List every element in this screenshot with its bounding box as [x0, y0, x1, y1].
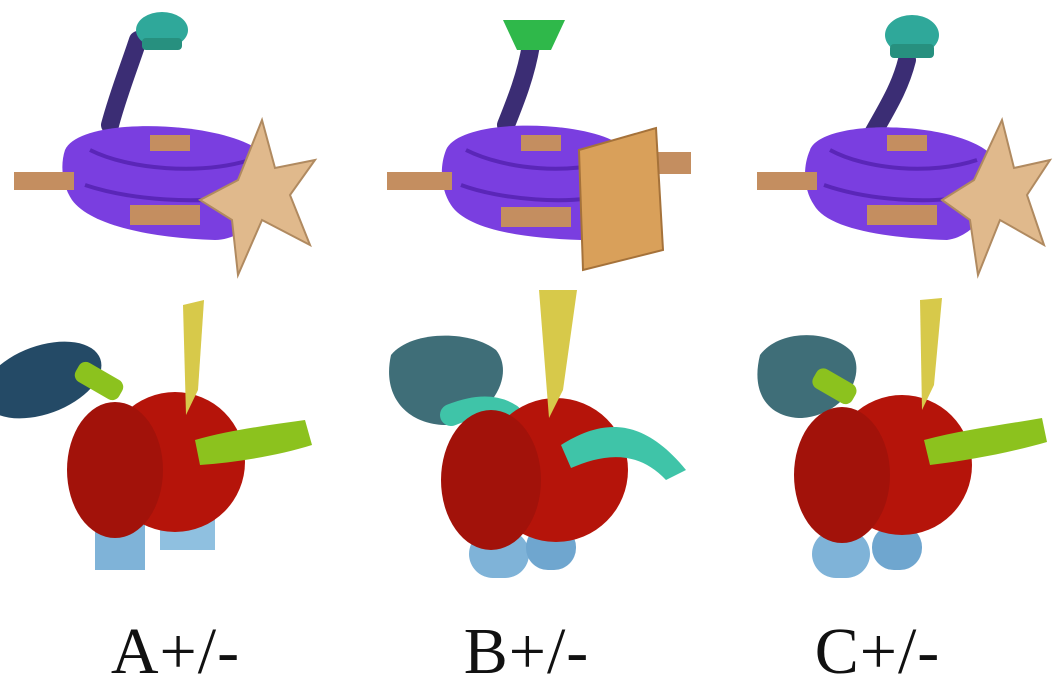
wood-peg-back-b: [521, 135, 561, 151]
caption-b: B+/-: [463, 615, 590, 688]
red-face-c: [794, 407, 890, 543]
wood-peg-right-b: [651, 152, 691, 174]
object-b-bottom: [389, 290, 686, 578]
purple-drum-c: [805, 127, 997, 240]
red-face-a: [67, 402, 163, 538]
wood-peg-bottom-a: [130, 205, 200, 225]
neck-c: [863, 51, 916, 144]
column-a-renders: [0, 12, 318, 570]
wood-peg-bottom-b: [501, 207, 571, 227]
object-a-top: [14, 12, 318, 279]
column-a: A+/-: [0, 0, 351, 688]
red-face-b: [441, 410, 541, 550]
object-a-bottom: [0, 300, 312, 570]
lime-arm-right-a: [195, 420, 312, 465]
leg-back-c: [872, 525, 922, 570]
caption-a: A+/-: [110, 615, 241, 688]
star-plate-a: [197, 116, 318, 279]
wood-peg-left-b: [387, 172, 452, 190]
yellow-horn-b: [539, 290, 577, 418]
object-b-top: [387, 20, 691, 272]
lime-arm-right-c: [924, 418, 1047, 465]
mint-arm-right-b: [561, 427, 686, 480]
column-b-renders: [387, 20, 691, 578]
wood-peg-bottom-c: [867, 205, 937, 225]
column-c-renders: [757, 15, 1053, 578]
green-cap-b: [503, 20, 565, 50]
wood-peg-back-a: [150, 135, 190, 151]
caption-c: C+/-: [814, 615, 941, 688]
wood-peg-back-c: [887, 135, 927, 151]
navy-disc-a: [0, 341, 102, 419]
wood-peg-left-c: [757, 172, 817, 190]
neck-a: [101, 31, 147, 134]
yellow-horn-c: [920, 298, 942, 410]
yellow-horn-a: [183, 300, 204, 415]
column-c: C+/-: [702, 0, 1053, 688]
leg-front-c: [812, 530, 870, 578]
lime-arm-left-a: [74, 361, 124, 401]
square-plate-b: [577, 126, 665, 272]
wood-peg-left-a: [14, 172, 74, 190]
column-b: B+/-: [351, 0, 702, 688]
teal-cap-base-c: [890, 44, 934, 58]
neck-b: [497, 36, 540, 134]
slate-gear-c: [757, 335, 857, 418]
teal-cap-base-a: [142, 38, 182, 50]
lime-arm-left-c: [812, 368, 857, 405]
star-plate-c: [940, 117, 1053, 279]
mint-arm-left-b: [440, 396, 522, 426]
object-c-top: [757, 15, 1053, 279]
object-c-bottom: [757, 298, 1047, 578]
